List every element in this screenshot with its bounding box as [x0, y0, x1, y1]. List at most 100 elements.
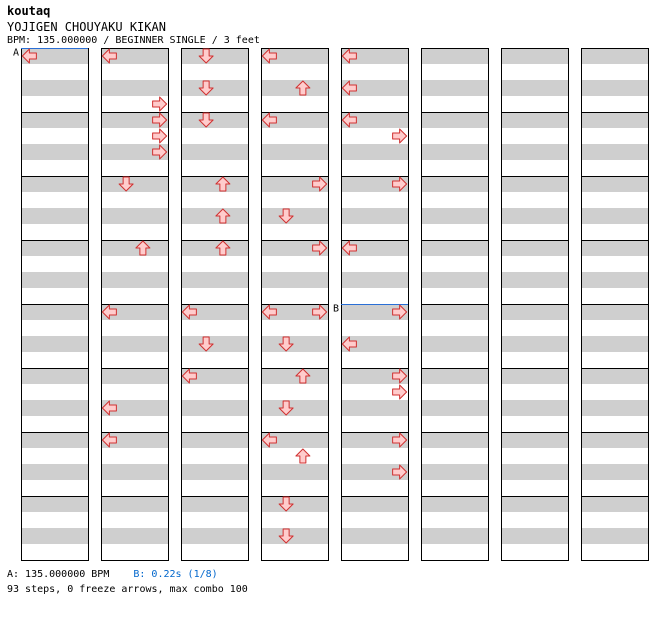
beat-band [261, 528, 328, 544]
arrow-left-icon [101, 400, 117, 416]
footer-bpm-line: A: 135.000000 BPM B: 0.22s (1/8) [7, 569, 218, 580]
beat-band [501, 432, 568, 448]
beat-band [581, 240, 648, 256]
beat-band [101, 144, 168, 160]
arrow-up-icon [295, 368, 311, 384]
beat-band [501, 240, 568, 256]
beat-band [101, 112, 168, 128]
beat-band [421, 112, 488, 128]
arrow-left-icon [261, 48, 277, 64]
beat-band [101, 80, 168, 96]
beat-band [181, 240, 248, 256]
bpm-marker-text: A: 135.000000 BPM [7, 569, 110, 580]
beat-band [261, 304, 328, 320]
beat-band [261, 336, 328, 352]
beat-band [501, 368, 568, 384]
arrow-right-icon [312, 304, 328, 320]
arrow-left-icon [21, 48, 37, 64]
arrow-left-icon [101, 304, 117, 320]
beat-band [581, 304, 648, 320]
beat-band [261, 176, 328, 192]
arrow-right-icon [312, 176, 328, 192]
beat-band [101, 464, 168, 480]
arrow-down-icon [118, 176, 134, 192]
arrow-right-icon [392, 176, 408, 192]
beat-band [341, 208, 408, 224]
beat-band [501, 112, 568, 128]
beat-band [21, 496, 88, 512]
beat-band [21, 336, 88, 352]
arrow-right-icon [392, 384, 408, 400]
beat-band [261, 144, 328, 160]
beat-band [501, 496, 568, 512]
beat-band [501, 176, 568, 192]
arrow-down-icon [278, 400, 294, 416]
beat-band [181, 144, 248, 160]
beat-band [21, 176, 88, 192]
beat-band [21, 464, 88, 480]
beat-band [261, 432, 328, 448]
beat-band [21, 368, 88, 384]
beat-band [581, 112, 648, 128]
beat-band [21, 240, 88, 256]
beat-band [341, 496, 408, 512]
beat-band [341, 272, 408, 288]
beat-band [261, 496, 328, 512]
beat-band [421, 144, 488, 160]
beat-band [181, 528, 248, 544]
beat-band [501, 144, 568, 160]
arrow-down-icon [278, 528, 294, 544]
beat-band [341, 176, 408, 192]
beat-band [501, 272, 568, 288]
beat-band [261, 240, 328, 256]
song-title: YOJIGEN CHOUYAKU KIKAN [7, 20, 166, 34]
beat-band [341, 304, 408, 320]
arrow-right-icon [392, 304, 408, 320]
beat-band [341, 368, 408, 384]
arrow-down-icon [278, 208, 294, 224]
beat-band [101, 432, 168, 448]
beat-band [421, 368, 488, 384]
marker-label: B [333, 304, 339, 315]
beat-band [181, 496, 248, 512]
arrow-up-icon [215, 208, 231, 224]
beat-band [581, 176, 648, 192]
beat-band [341, 240, 408, 256]
beat-band [181, 80, 248, 96]
beat-band [101, 208, 168, 224]
arrow-up-icon [135, 240, 151, 256]
beat-band [581, 80, 648, 96]
beat-band [101, 496, 168, 512]
arrow-right-icon [392, 128, 408, 144]
beat-band [501, 208, 568, 224]
arrow-down-icon [198, 80, 214, 96]
beat-band [341, 80, 408, 96]
beat-band [421, 80, 488, 96]
arrow-left-icon [341, 336, 357, 352]
beat-band [501, 304, 568, 320]
beat-band [581, 336, 648, 352]
arrow-right-icon [152, 128, 168, 144]
beat-band [501, 528, 568, 544]
beat-band [21, 48, 88, 64]
beat-band [501, 464, 568, 480]
beat-band [581, 272, 648, 288]
beat-band [101, 240, 168, 256]
beat-band [501, 400, 568, 416]
arrow-down-icon [278, 336, 294, 352]
arrow-up-icon [295, 448, 311, 464]
arrow-up-icon [295, 80, 311, 96]
beat-band [261, 112, 328, 128]
beat-band [181, 304, 248, 320]
beat-band [341, 336, 408, 352]
beat-band [581, 400, 648, 416]
beat-band [501, 48, 568, 64]
beat-band [341, 144, 408, 160]
beat-band [261, 208, 328, 224]
beat-band [581, 368, 648, 384]
arrow-right-icon [392, 432, 408, 448]
beat-band [181, 272, 248, 288]
beat-band [581, 208, 648, 224]
marker-label: A [13, 48, 19, 59]
arrow-left-icon [101, 432, 117, 448]
